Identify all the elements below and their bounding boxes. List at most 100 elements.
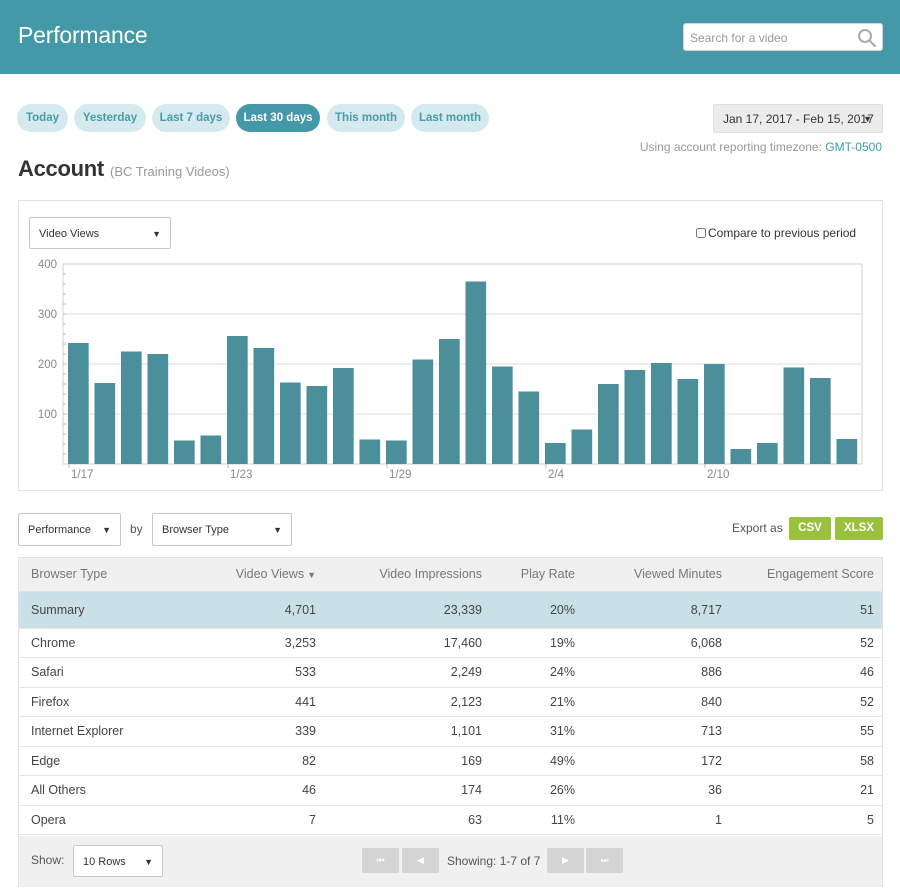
chart-panel: Video Views ▼ Compare to previous period… (18, 200, 883, 491)
cell-play-rate: 21% (490, 687, 583, 717)
table-header-row: Browser Type Video Views ▼ Video Impressi… (19, 558, 882, 592)
preset-last-30-days[interactable]: Last 30 days (236, 104, 320, 132)
cell-play-rate: 11% (490, 805, 583, 835)
show-label: Show: (31, 853, 65, 867)
cell-browser-type: Internet Explorer (19, 716, 179, 747)
account-subtitle: (BC Training Videos) (110, 164, 230, 179)
export-csv-button[interactable]: CSV (789, 517, 831, 540)
cell-play-rate: 24% (490, 657, 583, 688)
x-tick-label: 1/17 (71, 469, 93, 481)
preset-this-month[interactable]: This month (327, 104, 405, 132)
bar (545, 443, 566, 464)
cell-engagement-score: 5 (730, 805, 882, 835)
first-page-button[interactable]: ⏮ (362, 848, 399, 873)
bar (704, 364, 725, 464)
last-page-icon: ⏭ (600, 855, 609, 865)
bar (306, 386, 328, 464)
x-tick-label: 1/29 (389, 469, 411, 481)
dimension-select-value: Browser Type (162, 524, 230, 536)
by-label: by (130, 522, 143, 536)
date-range-picker[interactable]: Jan 17, 2017 - Feb 15, 2017 ▼ (713, 104, 883, 133)
last-page-button[interactable]: ⏭ (586, 848, 623, 873)
account-title: Account (18, 156, 104, 181)
cell-video-impressions: 2,123 (324, 687, 490, 717)
preset-yesterday[interactable]: Yesterday (74, 104, 146, 132)
caret-down-icon: ▼ (152, 229, 161, 239)
table-row: Chrome 3,253 17,460 19% 6,068 52 (19, 628, 882, 658)
col-header-label: Video Views (235, 567, 305, 582)
cell-viewed-minutes: 36 (583, 775, 730, 806)
cell-browser-type: Opera (19, 805, 179, 835)
col-header-video-impressions[interactable]: Video Impressions (324, 558, 490, 592)
bar (68, 343, 89, 464)
sort-desc-icon: ▼ (307, 570, 316, 581)
next-page-icon: ▶ (562, 855, 569, 865)
cell-video-views: 339 (179, 716, 324, 747)
cell-engagement-score: 52 (730, 628, 882, 658)
cell-video-views: 441 (179, 687, 324, 717)
cell-video-views: 82 (179, 746, 324, 776)
page-title: Performance (18, 22, 148, 48)
rows-per-page-select[interactable]: 10 Rows ▼ (73, 845, 163, 877)
cell-engagement-score: 55 (730, 716, 882, 747)
summary-row: Summary 4,701 23,339 20% 8,717 51 (19, 591, 882, 629)
timezone-link[interactable]: GMT-0500 (825, 140, 882, 154)
x-tick-label: 2/4 (548, 469, 565, 481)
cell-play-rate: 49% (490, 746, 583, 776)
cell-engagement-score: 58 (730, 746, 882, 776)
metric-select[interactable]: Video Views ▼ (29, 217, 171, 249)
y-tick-label: 300 (38, 309, 57, 321)
preset-today[interactable]: Today (17, 104, 68, 132)
bar (730, 449, 752, 464)
bar (836, 439, 858, 464)
table-row: Safari 533 2,249 24% 886 46 (19, 657, 882, 688)
col-header-engagement-score[interactable]: Engagement Score (730, 558, 882, 592)
group-select[interactable]: Performance ▼ (18, 513, 121, 546)
cell-video-views: 7 (179, 805, 324, 835)
group-select-value: Performance (28, 524, 91, 536)
cell-video-impressions: 174 (324, 775, 490, 806)
prev-page-button[interactable]: ◀ (402, 848, 439, 873)
search-box[interactable] (683, 23, 883, 51)
search-input[interactable] (690, 28, 850, 48)
cell-viewed-minutes: 1 (583, 805, 730, 835)
rows-per-page-value: 10 Rows (83, 856, 126, 868)
bar (200, 435, 222, 464)
next-page-button[interactable]: ▶ (547, 848, 584, 873)
col-header-play-rate[interactable]: Play Rate (490, 558, 583, 592)
export-xlsx-button[interactable]: XLSX (835, 517, 883, 540)
compare-checkbox[interactable] (696, 228, 706, 238)
cell-video-impressions: 17,460 (324, 628, 490, 658)
bar (174, 440, 195, 464)
bar (386, 440, 407, 464)
timezone-label: Using account reporting timezone: (639, 140, 822, 154)
search-icon[interactable] (857, 28, 877, 48)
preset-last-7-days[interactable]: Last 7 days (152, 104, 230, 132)
col-header-viewed-minutes[interactable]: Viewed Minutes (583, 558, 730, 592)
bar (412, 359, 434, 464)
col-header-browser-type[interactable]: Browser Type (19, 558, 179, 592)
preset-last-month[interactable]: Last month (411, 104, 489, 132)
bar (439, 339, 460, 464)
bar (280, 382, 301, 464)
caret-down-icon: ▼ (102, 525, 111, 535)
app-header: Performance (0, 0, 900, 74)
bar (359, 439, 381, 464)
bar (492, 366, 513, 464)
cell-browser-type: Chrome (19, 628, 179, 658)
bar (333, 368, 354, 464)
cell-play-rate: 20% (490, 591, 583, 629)
cell-viewed-minutes: 840 (583, 687, 730, 717)
col-header-video-views[interactable]: Video Views ▼ (179, 558, 324, 592)
bar (253, 348, 275, 464)
dimension-select[interactable]: Browser Type ▼ (152, 513, 292, 546)
cell-video-views: 46 (179, 775, 324, 806)
compare-toggle[interactable]: Compare to previous period (696, 226, 856, 240)
table-row: Edge 82 169 49% 172 58 (19, 746, 882, 776)
bar (677, 379, 699, 464)
caret-down-icon: ▼ (144, 857, 153, 867)
cell-play-rate: 26% (490, 775, 583, 806)
pagination-status: Showing: 1-7 of 7 (447, 854, 541, 868)
bar (624, 370, 646, 464)
cell-play-rate: 19% (490, 628, 583, 658)
